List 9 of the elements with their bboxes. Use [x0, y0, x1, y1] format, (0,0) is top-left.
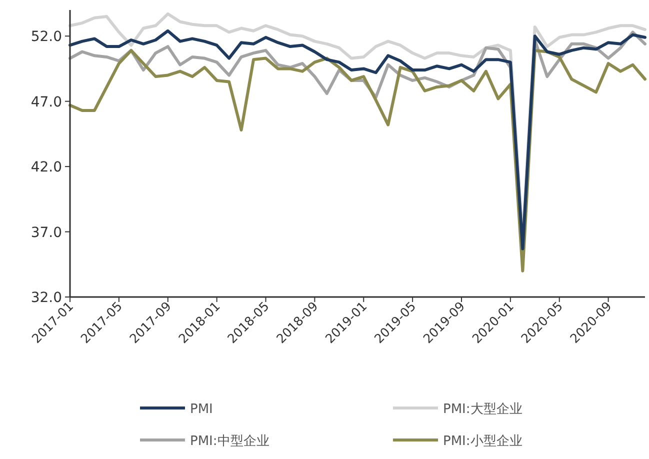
legend-label: PMI:大型企业: [443, 402, 522, 417]
legend-label: PMI: [190, 402, 213, 417]
y-tick-label: 32.0: [30, 290, 62, 306]
y-tick-label: 47.0: [30, 94, 62, 110]
legend-label: PMI:中型企业: [190, 434, 270, 449]
y-tick-label: 52.0: [30, 29, 62, 46]
legend-label: PMI:小型企业: [443, 434, 522, 449]
y-tick-label: 42.0: [30, 160, 62, 176]
y-tick-label: 37.0: [30, 224, 62, 241]
